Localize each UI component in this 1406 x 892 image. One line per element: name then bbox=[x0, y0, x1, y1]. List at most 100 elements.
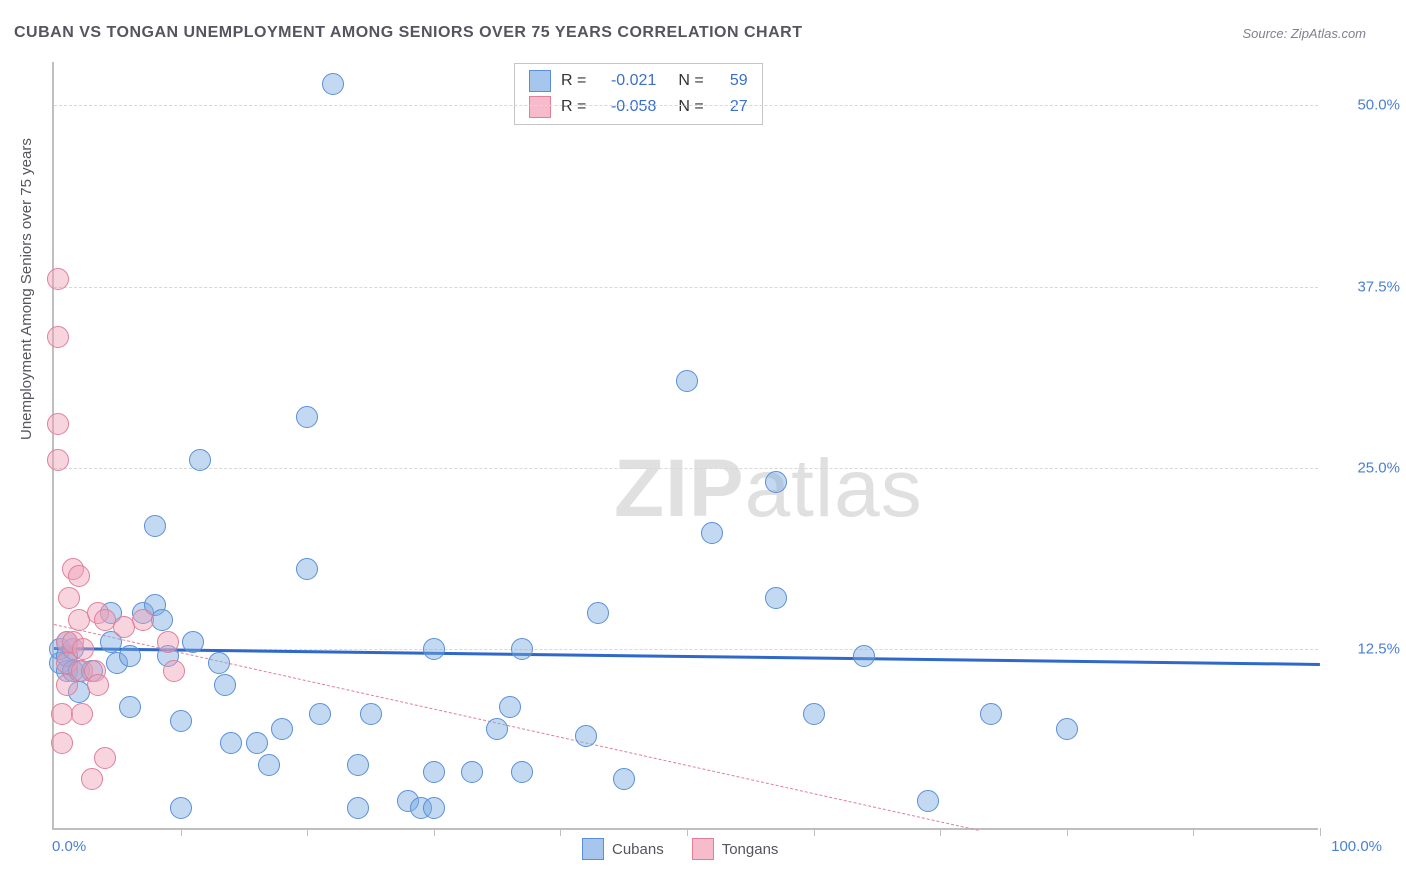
x-axis-min-label: 0.0% bbox=[52, 838, 86, 855]
data-point bbox=[575, 725, 597, 747]
data-point bbox=[803, 703, 825, 725]
data-point bbox=[423, 797, 445, 819]
data-point bbox=[296, 406, 318, 428]
source-label: Source: ZipAtlas.com bbox=[1242, 26, 1366, 41]
stats-row: R = -0.021 N = 59 bbox=[515, 68, 762, 94]
trend-line bbox=[54, 647, 1320, 666]
legend-label: Cubans bbox=[612, 841, 664, 858]
data-point bbox=[271, 718, 293, 740]
data-point bbox=[119, 696, 141, 718]
y-tick-label: 37.5% bbox=[1326, 278, 1400, 295]
data-point bbox=[258, 754, 280, 776]
data-point bbox=[246, 732, 268, 754]
y-axis-label: Unemployment Among Seniors over 75 years bbox=[18, 138, 35, 440]
legend-swatch bbox=[692, 838, 714, 860]
x-tick bbox=[687, 828, 688, 836]
r-label: R = bbox=[561, 98, 586, 116]
data-point bbox=[486, 718, 508, 740]
data-point bbox=[72, 638, 94, 660]
data-point bbox=[94, 747, 116, 769]
data-point bbox=[347, 797, 369, 819]
data-point bbox=[613, 768, 635, 790]
data-point bbox=[87, 674, 109, 696]
data-point bbox=[58, 587, 80, 609]
data-point bbox=[47, 268, 69, 290]
data-point bbox=[701, 522, 723, 544]
data-point bbox=[51, 732, 73, 754]
data-point bbox=[119, 645, 141, 667]
legend-label: Tongans bbox=[722, 841, 779, 858]
stats-row: R = -0.058 N = 27 bbox=[515, 94, 762, 120]
data-point bbox=[461, 761, 483, 783]
data-point bbox=[499, 696, 521, 718]
r-value: -0.021 bbox=[596, 72, 656, 90]
n-label: N = bbox=[678, 72, 703, 90]
data-point bbox=[182, 631, 204, 653]
chart-title: CUBAN VS TONGAN UNEMPLOYMENT AMONG SENIO… bbox=[14, 24, 802, 42]
x-axis-max-label: 100.0% bbox=[1331, 838, 1382, 855]
data-point bbox=[157, 631, 179, 653]
y-tick-label: 12.5% bbox=[1326, 640, 1400, 657]
data-point bbox=[511, 638, 533, 660]
x-tick bbox=[181, 828, 182, 836]
legend-swatch bbox=[582, 838, 604, 860]
x-tick bbox=[1193, 828, 1194, 836]
data-point bbox=[765, 471, 787, 493]
scatter-plot-area: ZIPatlas R =-0.021N =59R =-0.058N =27 12… bbox=[52, 62, 1318, 830]
data-point bbox=[347, 754, 369, 776]
r-value: -0.058 bbox=[596, 98, 656, 116]
data-point bbox=[47, 449, 69, 471]
data-point bbox=[676, 370, 698, 392]
data-point bbox=[917, 790, 939, 812]
x-tick bbox=[560, 828, 561, 836]
data-point bbox=[765, 587, 787, 609]
y-tick-label: 25.0% bbox=[1326, 459, 1400, 476]
data-point bbox=[322, 73, 344, 95]
data-point bbox=[980, 703, 1002, 725]
r-label: R = bbox=[561, 72, 586, 90]
x-tick bbox=[307, 828, 308, 836]
y-tick-label: 50.0% bbox=[1326, 97, 1400, 114]
data-point bbox=[423, 638, 445, 660]
x-tick bbox=[1067, 828, 1068, 836]
data-point bbox=[47, 413, 69, 435]
data-point bbox=[423, 761, 445, 783]
legend-item: Tongans bbox=[692, 838, 779, 860]
x-tick bbox=[814, 828, 815, 836]
data-point bbox=[81, 768, 103, 790]
data-point bbox=[144, 515, 166, 537]
grid-line bbox=[54, 468, 1318, 469]
data-point bbox=[51, 703, 73, 725]
data-point bbox=[1056, 718, 1078, 740]
data-point bbox=[132, 609, 154, 631]
legend-swatch bbox=[529, 70, 551, 92]
data-point bbox=[170, 797, 192, 819]
data-point bbox=[208, 652, 230, 674]
data-point bbox=[296, 558, 318, 580]
data-point bbox=[220, 732, 242, 754]
data-point bbox=[511, 761, 533, 783]
n-value: 59 bbox=[714, 72, 748, 90]
correlation-stats-legend: R = -0.021 N = 59 R = -0.058 N = 27 bbox=[514, 63, 763, 125]
grid-line bbox=[54, 287, 1318, 288]
x-tick bbox=[940, 828, 941, 836]
data-point bbox=[189, 449, 211, 471]
data-point bbox=[309, 703, 331, 725]
data-point bbox=[151, 609, 173, 631]
x-tick bbox=[434, 828, 435, 836]
data-point bbox=[71, 703, 93, 725]
grid-line bbox=[54, 105, 1318, 106]
series-legend: Cubans Tongans bbox=[582, 838, 778, 860]
data-point bbox=[68, 565, 90, 587]
legend-swatch bbox=[529, 96, 551, 118]
n-label: N = bbox=[678, 98, 703, 116]
data-point bbox=[853, 645, 875, 667]
n-value: 27 bbox=[714, 98, 748, 116]
data-point bbox=[47, 326, 69, 348]
legend-item: Cubans bbox=[582, 838, 664, 860]
data-point bbox=[214, 674, 236, 696]
data-point bbox=[170, 710, 192, 732]
data-point bbox=[587, 602, 609, 624]
data-point bbox=[360, 703, 382, 725]
x-tick bbox=[1320, 828, 1321, 836]
